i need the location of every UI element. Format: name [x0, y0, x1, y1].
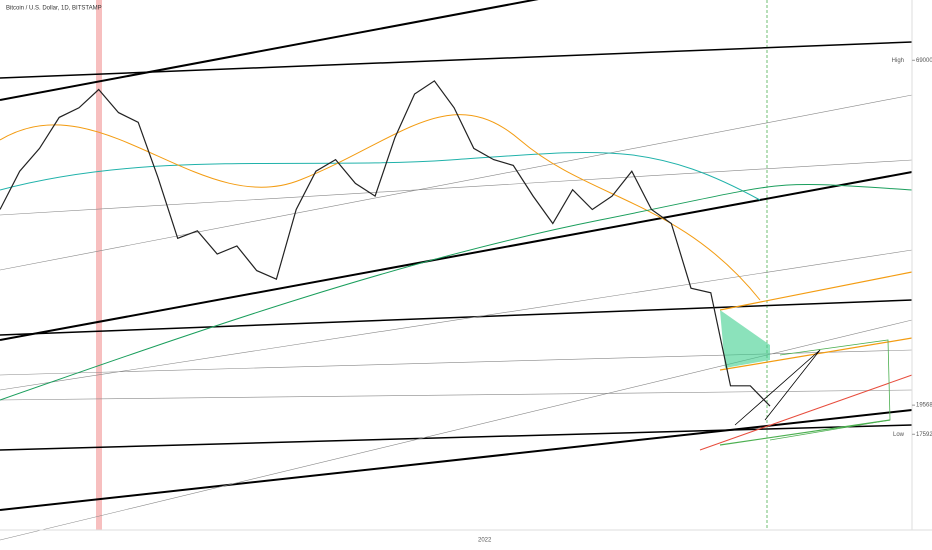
- moving-average: [0, 114, 761, 301]
- chart-title: Bitcoin / U.S. Dollar, 1D, BITSTAMP: [6, 6, 102, 12]
- channel-line: [0, 249, 913, 391]
- channel-line: [0, 94, 913, 271]
- projection-box: [769, 339, 891, 441]
- green-zone: [720, 310, 770, 368]
- trend-lines: [0, 0, 913, 541]
- trend-line: [0, 41, 913, 79]
- y-tick-label: 17592.78: [916, 432, 932, 438]
- y-tick-label: 69000.00: [916, 58, 932, 64]
- low-label: Low: [893, 432, 905, 438]
- green-line: [719, 419, 891, 446]
- high-label: High: [892, 58, 904, 64]
- y-tick-label: 19568.18: [916, 403, 932, 409]
- red-line: [699, 374, 913, 451]
- channel-line: [0, 389, 913, 401]
- moving-average: [0, 151, 761, 201]
- orange-line: [719, 271, 913, 311]
- highlight-band: [96, 0, 102, 530]
- trend-line: [0, 409, 913, 511]
- price-line: [0, 80, 771, 407]
- moving-average: [0, 183, 913, 401]
- trend-line: [0, 299, 913, 336]
- trend-line: [0, 0, 539, 101]
- channel-line: [0, 159, 913, 216]
- x-tick-label: 2022: [478, 538, 492, 544]
